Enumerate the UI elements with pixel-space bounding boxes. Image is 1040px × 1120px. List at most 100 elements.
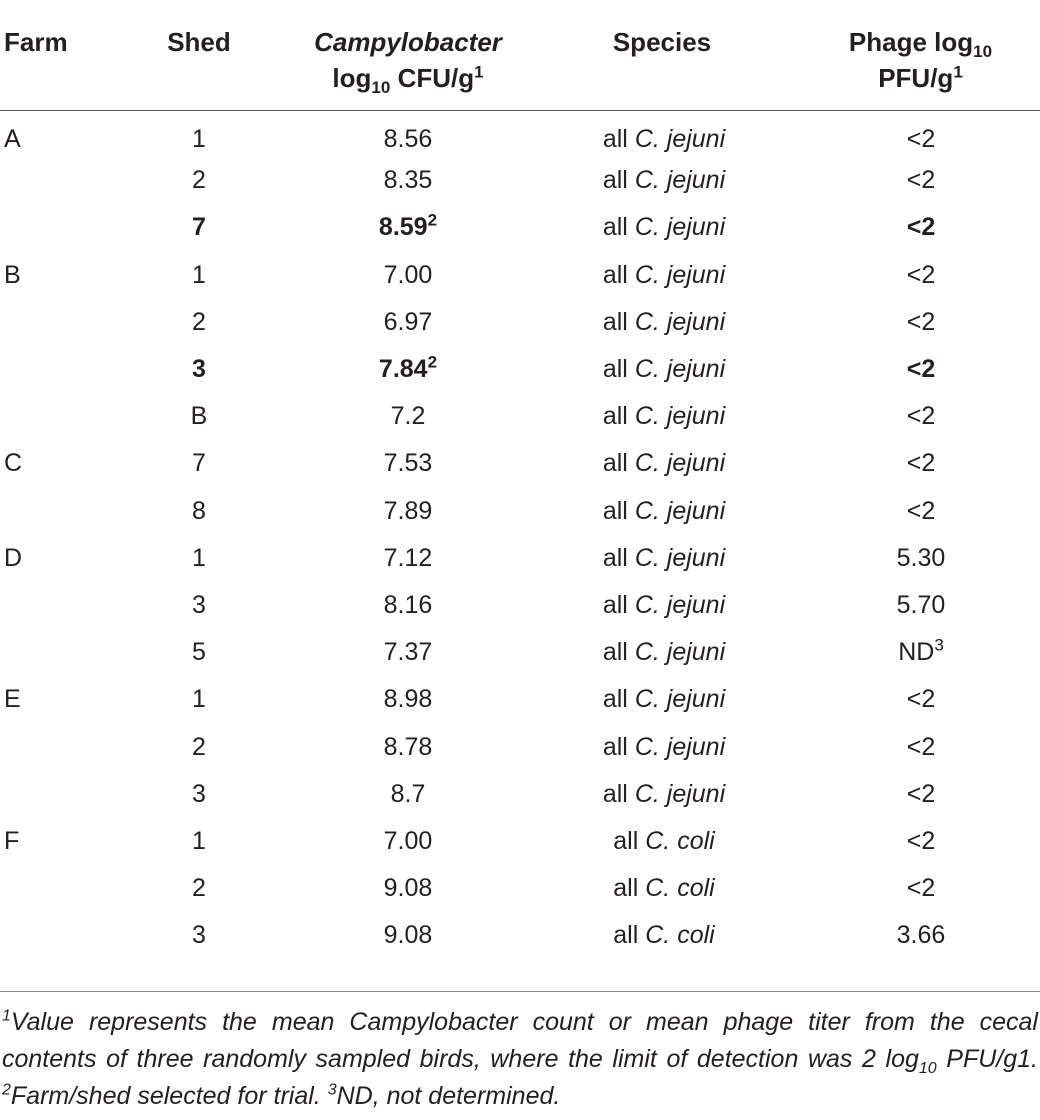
cell-species-name: C. jejuni — [634, 732, 726, 761]
table-row-3: 7 8.592 all C. jejuni <2 — [0, 204, 1040, 251]
table-footnote: 1Value represents the mean Campylobacter… — [2, 1004, 1038, 1115]
cell-shed: 3 — [192, 779, 206, 808]
cell-campylobacter: 7.37 — [274, 629, 542, 676]
cell-species-prefix: all — [602, 543, 628, 572]
cell-farm: E — [4, 685, 21, 714]
cell-farm — [0, 723, 124, 770]
cell-phage: <2 — [782, 157, 1040, 204]
cell-species-name: C. coli — [645, 874, 715, 903]
cell-species: all C. coli — [542, 912, 782, 959]
cell-phage: 3.66 — [782, 912, 1040, 959]
cell-species: all C. jejuni — [542, 204, 782, 251]
cell-campylobacter: 7.12 — [274, 535, 542, 582]
cell-species: all C. jejuni — [542, 582, 782, 629]
cell-phage-value: <2 — [906, 260, 936, 289]
table-row-8: C 7 7.53 all C. jejuni <2 — [0, 440, 1040, 487]
cell-species: all C. coli — [542, 865, 782, 912]
cell-shed: 1 — [192, 543, 206, 572]
header-phage-label: Phage log — [848, 27, 974, 57]
cell-phage: <2 — [782, 204, 1040, 251]
cell-farm: F — [4, 826, 20, 855]
cell-species: all C. jejuni — [542, 299, 782, 346]
cell-species: all C. jejuni — [542, 346, 782, 393]
cell-species-name: C. jejuni — [634, 260, 726, 289]
cell-phage: <2 — [782, 346, 1040, 393]
footnote-3-text: ND, not determined. — [336, 1082, 561, 1110]
cell-campylobacter: 8.16 — [274, 582, 542, 629]
cell-species: all C. jejuni — [542, 723, 782, 770]
cell-campylobacter-value: 8.59 — [378, 213, 428, 242]
table-row-12: 5 7.37 all C. jejuni ND3 — [0, 629, 1040, 676]
cell-species-name: C. jejuni — [634, 125, 726, 154]
cell-species-prefix: all — [602, 355, 628, 384]
cell-farm — [0, 771, 124, 818]
cell-shed: 1 — [192, 685, 206, 714]
table-row-10: D 1 7.12 all C. jejuni 5.30 — [0, 535, 1040, 582]
cell-species-prefix: all — [602, 125, 628, 154]
cell-species-name: C. jejuni — [634, 166, 726, 195]
cell-shed: 2 — [192, 307, 206, 336]
cell-shed: 7 — [192, 449, 206, 478]
cell-species: all C. jejuni — [542, 440, 782, 487]
table-row-2: 2 8.35 all C. jejuni <2 — [0, 157, 1040, 204]
cell-species-prefix: all — [602, 638, 628, 667]
cell-farm — [0, 912, 124, 959]
cell-campylobacter: 7.00 — [274, 818, 542, 865]
cell-campylobacter-value: 6.97 — [383, 307, 433, 336]
header-phage-sup: 1 — [953, 62, 963, 82]
cell-shed: B — [190, 402, 208, 431]
cell-species: all C. jejuni — [542, 676, 782, 723]
footnote-1-tail: PFU/g1. — [936, 1045, 1038, 1073]
cell-species-name: C. coli — [645, 921, 715, 950]
header-farm: Farm — [0, 0, 124, 111]
cell-campylobacter: 8.98 — [274, 676, 542, 723]
cell-farm: C — [4, 449, 23, 478]
cell-species-prefix: all — [602, 779, 628, 808]
cell-campylobacter: 7.2 — [274, 393, 542, 440]
cell-farm — [0, 393, 124, 440]
header-campylobacter-organism: Campylobacter — [314, 27, 502, 57]
cell-phage-value: 5.30 — [896, 543, 946, 572]
header-campylobacter-log: log — [332, 63, 372, 93]
cell-phage-value: <2 — [906, 402, 936, 431]
cell-campylobacter-value: 7.00 — [383, 260, 433, 289]
cell-species: all C. jejuni — [542, 252, 782, 299]
cell-phage-value: <2 — [906, 496, 936, 525]
cell-phage: ND3 — [782, 629, 1040, 676]
cell-campylobacter: 7.53 — [274, 440, 542, 487]
table-row-4: B 1 7.00 all C. jejuni <2 — [0, 252, 1040, 299]
cell-campylobacter-value: 8.16 — [383, 590, 433, 619]
table-row-13: E 1 8.98 all C. jejuni <2 — [0, 676, 1040, 723]
cell-campylobacter-value: 8.56 — [383, 125, 433, 154]
cell-campylobacter-value: 7.2 — [390, 402, 426, 431]
cell-campylobacter: 8.7 — [274, 771, 542, 818]
cell-shed: 7 — [192, 213, 206, 242]
cell-species-prefix: all — [602, 590, 628, 619]
cell-campylobacter: 7.842 — [274, 346, 542, 393]
cell-species-prefix: all — [602, 449, 628, 478]
cell-campylobacter-value: 7.12 — [383, 543, 433, 572]
header-phage-sub: 10 — [973, 42, 993, 62]
cell-farm — [0, 346, 124, 393]
table-row-11: 3 8.16 all C. jejuni 5.70 — [0, 582, 1040, 629]
cell-phage-value: <2 — [906, 779, 936, 808]
cell-species-name: C. jejuni — [634, 307, 726, 336]
cell-phage: <2 — [782, 488, 1040, 535]
footnote-2-text: Farm/shed selected for trial. — [10, 1082, 328, 1110]
cell-farm — [0, 157, 124, 204]
cell-farm — [0, 204, 124, 251]
cell-species-prefix: all — [602, 496, 628, 525]
cell-species-prefix: all — [613, 826, 639, 855]
cell-species-prefix: all — [602, 732, 628, 761]
cell-campylobacter-sup: 2 — [427, 352, 438, 372]
cell-species-prefix: all — [613, 921, 639, 950]
header-campylobacter-unit: CFU/g — [390, 63, 475, 93]
cell-phage: <2 — [782, 110, 1040, 157]
cell-phage-sup: 3 — [934, 635, 944, 655]
cell-species-prefix: all — [602, 307, 628, 336]
cell-species-name: C. jejuni — [634, 496, 726, 525]
table-row-6: 3 7.842 all C. jejuni <2 — [0, 346, 1040, 393]
cell-species-name: C. jejuni — [634, 213, 726, 242]
cell-phage-value: <2 — [906, 213, 936, 242]
